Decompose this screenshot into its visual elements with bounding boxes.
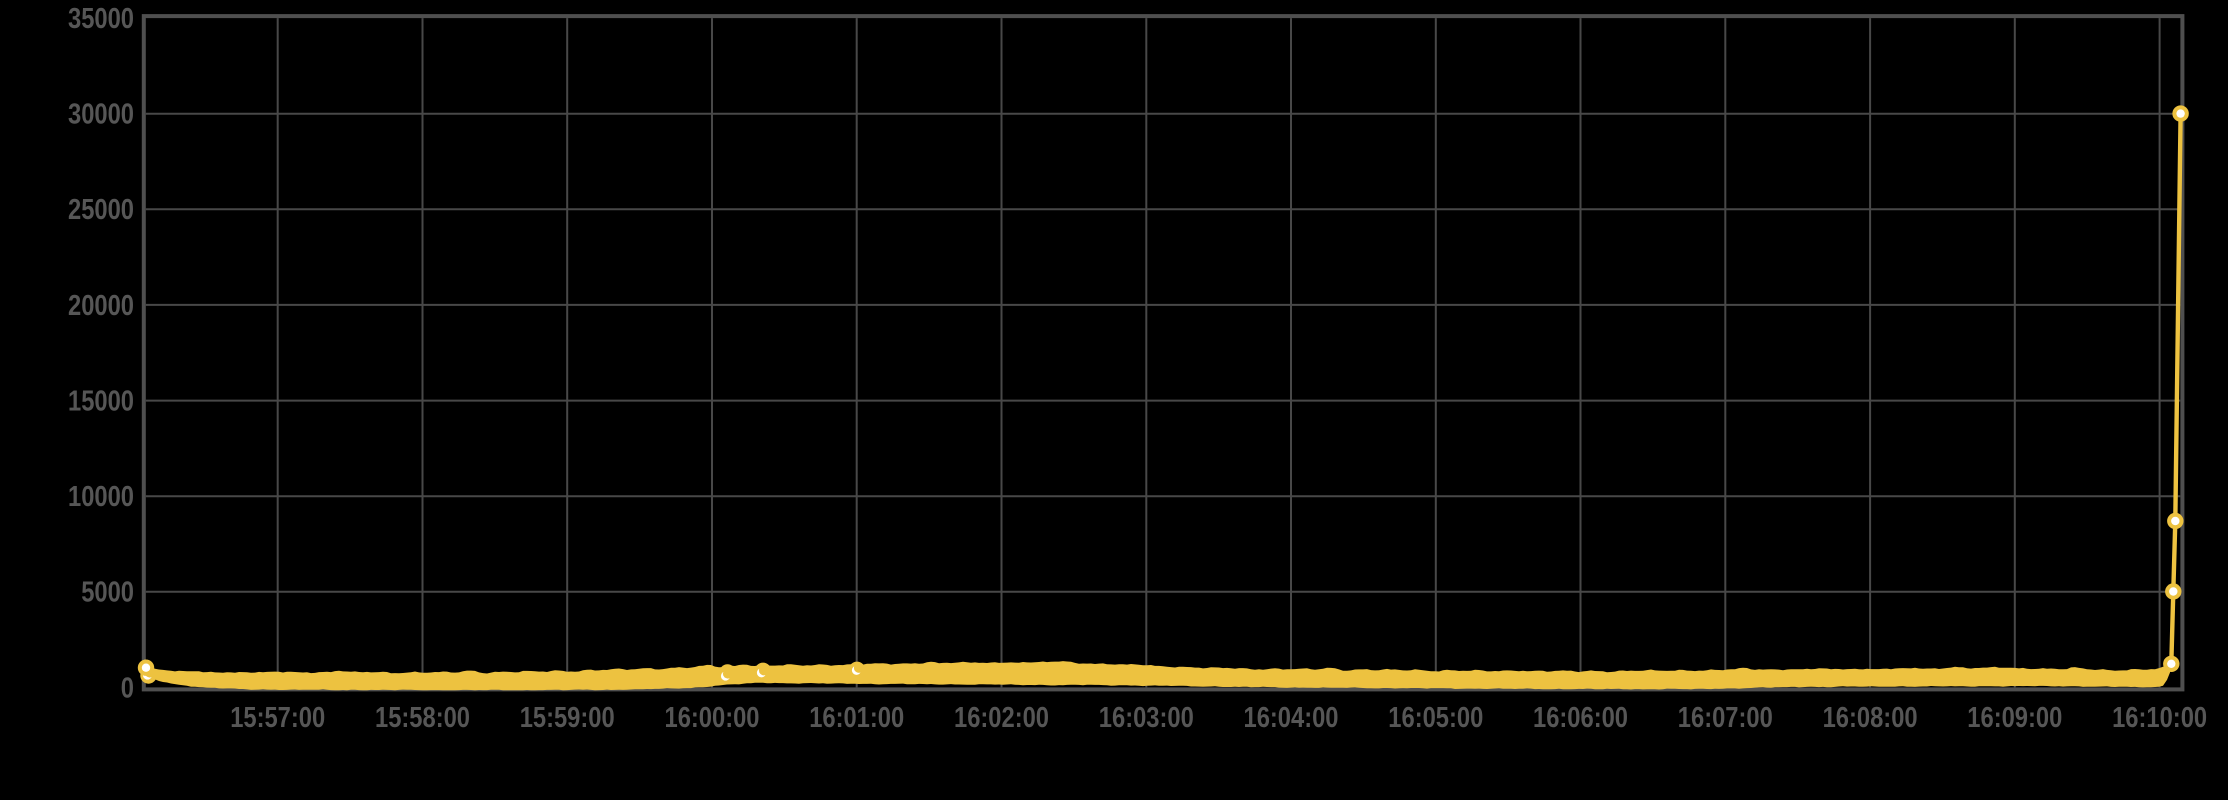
svg-text:16:04:00: 16:04:00	[1244, 702, 1339, 734]
svg-text:16:05:00: 16:05:00	[1388, 702, 1483, 734]
svg-text:5000: 5000	[81, 577, 134, 609]
svg-text:16:03:00: 16:03:00	[1099, 702, 1194, 734]
svg-text:15:58:00: 15:58:00	[375, 702, 470, 734]
svg-text:15:59:00: 15:59:00	[520, 702, 615, 734]
svg-text:16:10:00: 16:10:00	[2112, 702, 2207, 734]
svg-text:16:00:00: 16:00:00	[665, 702, 760, 734]
svg-text:35000: 35000	[68, 3, 134, 35]
svg-text:15000: 15000	[68, 386, 134, 418]
svg-text:25000: 25000	[68, 194, 134, 226]
svg-text:16:07:00: 16:07:00	[1678, 702, 1773, 734]
svg-text:16:01:00: 16:01:00	[809, 702, 904, 734]
svg-text:16:08:00: 16:08:00	[1823, 702, 1918, 734]
svg-text:20000: 20000	[68, 290, 134, 322]
svg-text:16:02:00: 16:02:00	[954, 702, 1049, 734]
svg-text:10000: 10000	[68, 481, 134, 513]
svg-text:30000: 30000	[68, 99, 134, 131]
svg-text:0: 0	[121, 672, 134, 704]
svg-text:16:09:00: 16:09:00	[1967, 702, 2062, 734]
svg-text:15:57:00: 15:57:00	[230, 702, 325, 734]
svg-text:16:06:00: 16:06:00	[1533, 702, 1628, 734]
